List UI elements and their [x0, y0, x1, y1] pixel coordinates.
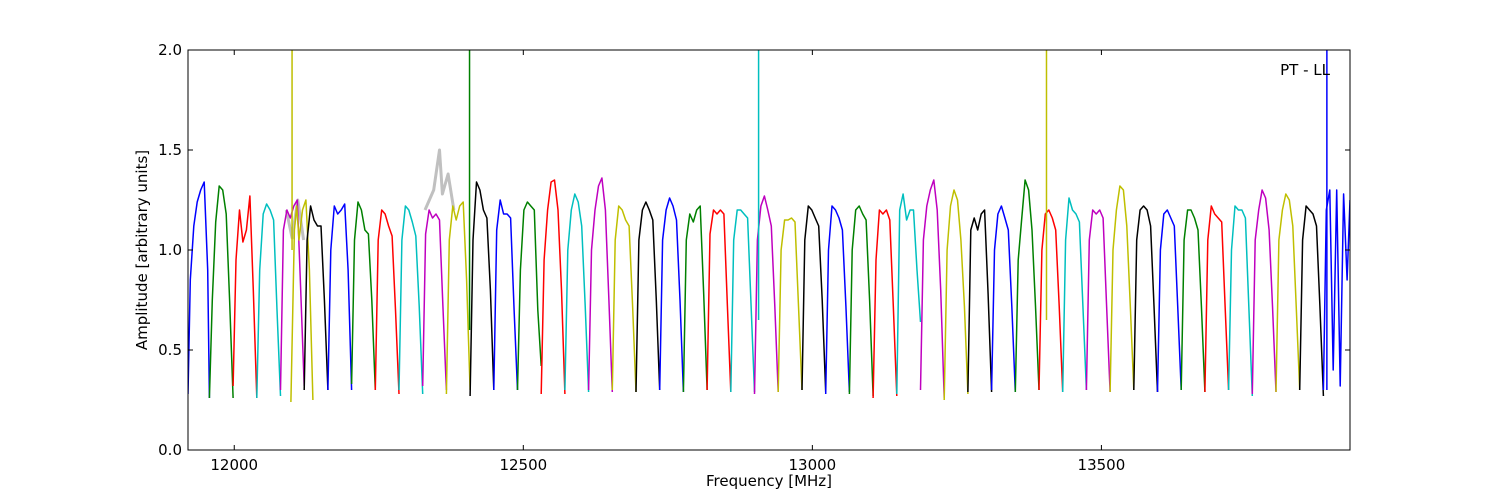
series-line-7 [303, 205, 329, 391]
series-line-35 [967, 209, 993, 393]
y-tick-label: 0.0 [158, 441, 182, 459]
series-line-44 [1180, 209, 1206, 393]
series-group [188, 50, 1350, 403]
series-line-14 [469, 181, 495, 397]
series-line-46 [1227, 205, 1254, 397]
series-line-34 [943, 189, 969, 401]
plot-background [188, 50, 1350, 450]
series-line-23 [682, 205, 708, 393]
series-line-16 [516, 201, 542, 391]
y-tick-label: 1.5 [158, 141, 182, 159]
series-line-15 [493, 199, 519, 391]
x-tick-label: 12000 [210, 456, 258, 474]
series-line-1 [188, 181, 211, 399]
x-tick-label: 13500 [1078, 456, 1126, 474]
x-axis-title: Frequency [MHz] [706, 472, 832, 490]
series-line-4 [256, 203, 282, 399]
series-line-42 [1133, 205, 1159, 393]
series-line-37 [1014, 179, 1040, 393]
series-line-20 [611, 205, 637, 393]
series-line-36 [990, 205, 1017, 393]
series-line-9 [350, 201, 377, 391]
series-line-21 [635, 201, 661, 393]
series-line-31 [872, 209, 898, 399]
series-line-43 [1156, 209, 1182, 393]
series-line-45 [1204, 205, 1230, 393]
series-line-27 [777, 217, 803, 393]
y-tick-label: 2.0 [158, 41, 182, 59]
series-line-17 [540, 179, 566, 395]
series-line-6 [290, 199, 314, 403]
y-tick-label: 1.0 [158, 241, 182, 259]
series-line-22 [658, 197, 685, 393]
tick-layer: 12000 12500 13000 13500 0.0 0.5 1.0 1.5 2.0 [158, 41, 1350, 474]
series-line-12 [421, 209, 448, 391]
x-tick-label: 13000 [788, 456, 836, 474]
series-line-40 [1085, 209, 1111, 393]
y-axis-title: Amplitude [arbitrary units] [133, 150, 151, 350]
series-line-39 [1061, 197, 1088, 393]
x-tick-label: 12500 [499, 456, 547, 474]
series-line-38 [1038, 209, 1064, 393]
series-line-41 [1109, 185, 1135, 393]
series-line-29 [824, 205, 851, 395]
series-line-2 [208, 185, 234, 399]
annotation-label: PT - LL [1280, 61, 1331, 79]
series-line-49 [1298, 205, 1325, 397]
series-line-24 [706, 209, 732, 393]
data-layer [188, 50, 1350, 403]
series-line-13 [445, 201, 471, 395]
series-line-33 [919, 179, 945, 399]
series-line-25 [730, 209, 756, 393]
series-line-10 [374, 209, 400, 395]
series-line-28 [801, 205, 827, 393]
series-line-48 [1275, 193, 1301, 393]
series-line-18 [564, 193, 590, 393]
series-line-19 [587, 177, 614, 393]
series-line-32 [896, 193, 922, 395]
series-line-47 [1251, 189, 1277, 395]
y-tick-label: 0.5 [158, 341, 182, 359]
series-line-3 [232, 195, 258, 399]
series-line-11 [398, 205, 424, 395]
reference-series-line [423, 148, 456, 211]
series-line-30 [848, 205, 874, 397]
series-line-8 [327, 203, 353, 391]
